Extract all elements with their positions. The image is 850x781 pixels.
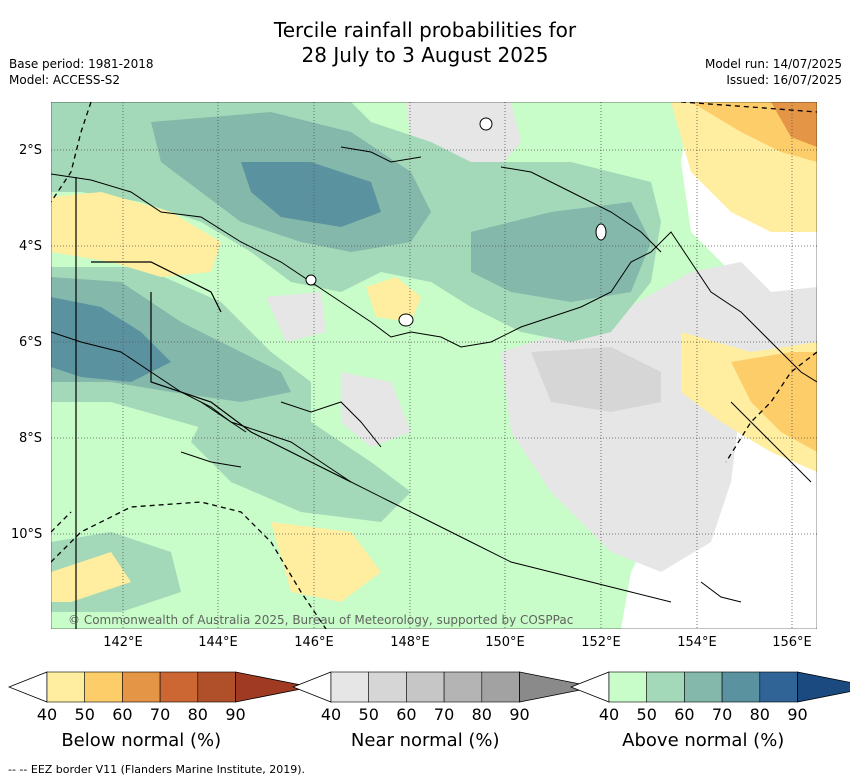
border-lines (75, 177, 352, 629)
near-colorbar-segment (443, 671, 483, 703)
above-colorbar-segment (759, 671, 798, 703)
lon-label-152e: 152°E (581, 635, 621, 650)
near-colorbar-tick: 80 (471, 705, 492, 724)
map-panel (51, 102, 817, 629)
lon-label-142e: 142°E (103, 635, 143, 650)
near-40-region-west (266, 292, 326, 342)
map-svg (51, 102, 817, 629)
near-colorbar-title: Near normal (%) (350, 730, 500, 751)
above-colorbar-min-arrow (570, 671, 610, 703)
near-colorbar-max-arrow (519, 671, 596, 703)
above-colorbar-segment (646, 671, 685, 703)
below-40-region-sw (51, 552, 131, 602)
below-colorbar-segment (159, 671, 199, 703)
near-colorbar-min-arrow (292, 671, 332, 703)
near-50-region-east (531, 347, 661, 412)
lon-label-156e: 156°E (772, 635, 812, 650)
base-period: Base period: 1981-2018 (9, 57, 154, 71)
below-colorbar-segment (197, 671, 236, 703)
title-line-2: 28 July to 3 August 2025 (301, 43, 549, 67)
above-colorbar-segment (721, 671, 761, 703)
above-colorbar-tick: 60 (674, 705, 695, 724)
above-colorbar-tick: 40 (598, 705, 620, 724)
lon-label-144e: 144°E (198, 635, 238, 650)
lon-label-154e: 154°E (677, 635, 717, 650)
above-colorbar-segment (608, 671, 648, 703)
above-colorbar-max-arrow (797, 671, 850, 703)
below-colorbar-tick: 40 (36, 705, 58, 724)
near-colorbar-tick: 50 (358, 705, 379, 724)
above-colorbar-tick: 90 (787, 705, 808, 724)
lat-label-2s: 2°S (19, 143, 43, 158)
eez-legend-note: -- -- EEZ border V11 (Flanders Marine In… (8, 763, 306, 776)
near-colorbar (292, 671, 596, 703)
lon-label-150e: 150°E (485, 635, 525, 650)
above-colorbar-tick: 80 (749, 705, 770, 724)
below-60-region-ne (771, 102, 817, 147)
above-colorbar-tick: 50 (636, 705, 657, 724)
below-40-region-south (271, 522, 381, 602)
below-colorbar (8, 671, 312, 703)
near-colorbar-tick: 70 (433, 705, 455, 724)
below-colorbar-segment (46, 671, 86, 703)
above-70-region-west (51, 297, 171, 382)
above-colorbar-title: Above normal (%) (622, 730, 785, 751)
above-colorbar-tick: 70 (711, 705, 733, 724)
lon-label-146e: 146°E (294, 635, 334, 650)
lat-label-6s: 6°S (19, 335, 43, 350)
model-name: Model: ACCESS-S2 (9, 73, 121, 87)
lat-label-4s: 4°S (19, 239, 43, 254)
meta-left: Base period: 1981-2018 Model: ACCESS-S2 (9, 56, 154, 88)
near-colorbar-segment (481, 671, 520, 703)
eez-border (51, 102, 817, 629)
below-colorbar-segment (84, 671, 123, 703)
below-colorbar-tick: 80 (187, 705, 208, 724)
model-run: Model run: 14/07/2025 (704, 57, 842, 71)
below-colorbar-tick: 60 (112, 705, 133, 724)
title-line-1: Tercile rainfall probabilities for (273, 18, 577, 42)
above-colorbar (570, 671, 850, 703)
below-colorbar-tick: 50 (74, 705, 95, 724)
below-colorbar-tick: 70 (149, 705, 171, 724)
below-colorbar-segment (122, 671, 161, 703)
below-40-region-centre (366, 277, 421, 322)
near-colorbar-tick: 90 (509, 705, 530, 724)
above-60-region-ne (471, 202, 651, 302)
near-colorbar-segment (368, 671, 407, 703)
meta-right: Model run: 14/07/2025 Issued: 16/07/2025 (705, 56, 842, 88)
below-colorbar-min-arrow (8, 671, 48, 703)
above-70-region-north (241, 162, 381, 227)
islands (305, 117, 607, 327)
lon-label-148e: 148°E (390, 635, 430, 650)
near-colorbar-tick: 40 (320, 705, 342, 724)
near-40-region-centre (341, 372, 411, 447)
below-colorbar-tick: 90 (225, 705, 246, 724)
lat-label-10s: 10°S (11, 527, 43, 542)
lat-label-8s: 8°S (19, 431, 43, 446)
copyright-notice: © Commonwealth of Australia 2025, Bureau… (68, 613, 574, 627)
below-40-region-nw (51, 192, 221, 277)
near-colorbar-segment (406, 671, 445, 703)
near-colorbar-tick: 60 (396, 705, 417, 724)
below-colorbar-max-arrow (235, 671, 312, 703)
issued-date: Issued: 16/07/2025 (726, 73, 842, 87)
below-colorbar-title: Below normal (%) (61, 730, 222, 751)
near-colorbar-segment (330, 671, 370, 703)
map-title: Tercile rainfall probabilities for 28 Ju… (0, 18, 850, 68)
below-50-region-east (731, 352, 817, 452)
above-colorbar-segment (684, 671, 723, 703)
